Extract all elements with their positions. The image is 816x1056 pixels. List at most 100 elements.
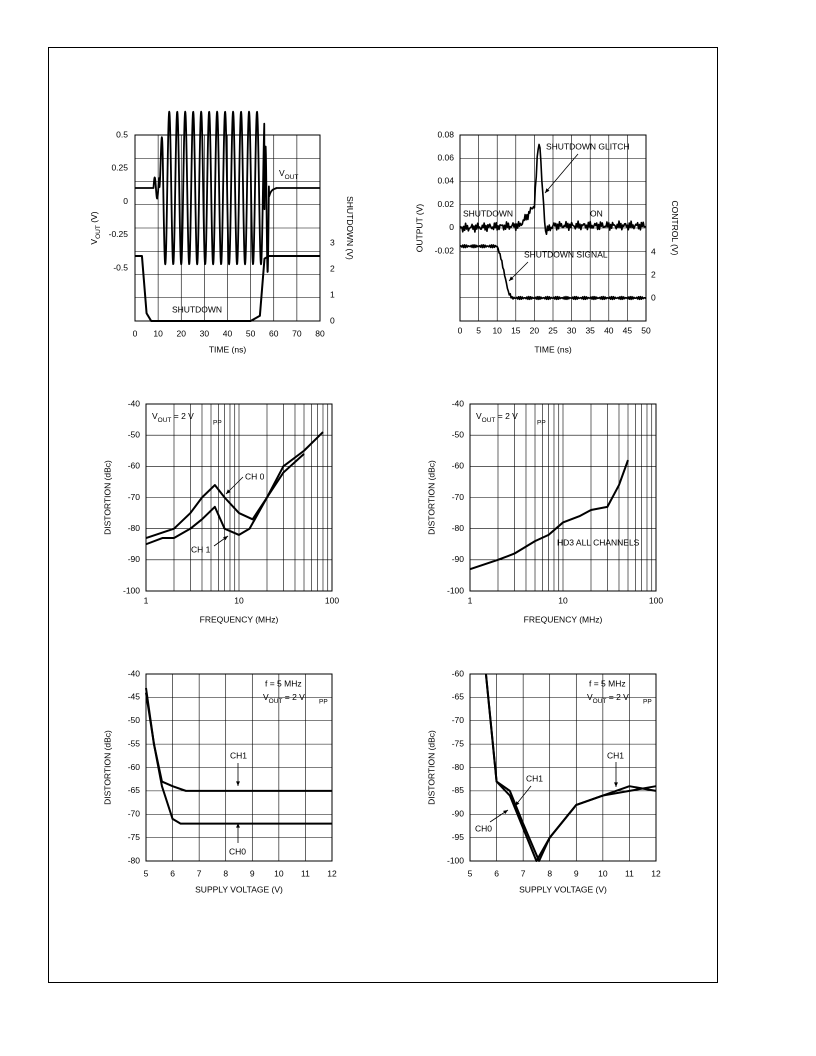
chart2-ytick: 0.06 (437, 152, 454, 162)
page-frame (48, 47, 718, 983)
chart6-series-0 (484, 673, 657, 862)
chart1-y2tick: 0 (330, 315, 335, 325)
chart3-xtick: 10 (234, 595, 244, 605)
chart2-y2tick: 0 (651, 292, 656, 302)
chart6-ytick: -100 (447, 855, 464, 865)
chart6-xtick: 8 (547, 868, 552, 878)
chart5-ytick: -60 (128, 762, 141, 772)
chart1-ytick: 0.25 (111, 163, 128, 173)
chart5-arrow-ch1-head (236, 781, 240, 786)
chart6-ytick: -75 (452, 738, 465, 748)
chart1-y2tick: 1 (330, 289, 335, 299)
chart4-ytick: -90 (452, 554, 465, 564)
chart5-xtick: 12 (327, 868, 337, 878)
chart5-xlabel: SUPPLY VOLTAGE (V) (195, 884, 283, 894)
chart4-xtick: 1 (468, 595, 473, 605)
chart6-ytick: -65 (452, 692, 465, 702)
chart3-ytick: -90 (128, 554, 141, 564)
chart4-ytick: -60 (452, 461, 465, 471)
chart4-xtick: 10 (558, 595, 568, 605)
chart6-ytick: -90 (452, 809, 465, 819)
chart3-ytick: -50 (128, 429, 141, 439)
chart2-y2tick: 4 (651, 246, 656, 256)
chart2-ytick: 0.04 (437, 176, 454, 186)
chart1-y2tick: 2 (330, 263, 335, 273)
chart1-ytick: 0 (123, 196, 128, 206)
chart1-ytick: -0.25 (109, 229, 129, 239)
chart5-annotation-freq: f = 5 MHz (265, 678, 302, 688)
chart2-ytick: -0.02 (435, 245, 455, 255)
chart5-arrow-ch0-head (236, 823, 240, 828)
chart5-annotation-ch0: CH0 (229, 846, 246, 856)
chart6-arrow-ch1-head (614, 782, 618, 787)
chart3-ytick: -40 (128, 398, 141, 408)
chart1-xtick: 40 (223, 328, 233, 338)
chart4-xtick: 100 (649, 595, 663, 605)
chart5-ytick: -45 (128, 692, 141, 702)
chart4-ytick: -80 (452, 523, 465, 533)
chart6-arrow-ch1-b-head (515, 801, 520, 806)
chart2-series-output (459, 143, 647, 236)
chart1-xtick: 30 (200, 328, 210, 338)
chart1-ytick: 0.5 (116, 129, 128, 139)
chart4-ytick: -50 (452, 429, 465, 439)
chart1-annotation-shutdown: SHUTDOWN (172, 304, 222, 314)
chart6-ytick: -85 (452, 785, 465, 795)
chart6-xtick: 9 (574, 868, 579, 878)
chart3-xlabel: FREQUENCY (MHz) (200, 614, 279, 624)
chart3-xtick: 100 (325, 595, 339, 605)
chart5-annotation-ch1: CH1 (230, 750, 247, 760)
chart3-ylabel: DISTORTION (dBc) (102, 460, 112, 535)
chart6-annotation-vpp-sub: PP (643, 699, 652, 706)
chart2-arrow-signal-head (509, 276, 514, 281)
chart2-series-control (459, 244, 647, 301)
chart5-annotation-vpp-sub: PP (319, 699, 328, 706)
chart4-ytick: -70 (452, 492, 465, 502)
chart6-xtick: 7 (521, 868, 526, 878)
chart3-ytick: -100 (123, 585, 140, 595)
chart2-xtick: 25 (548, 325, 558, 335)
chart5-ytick: -70 (128, 809, 141, 819)
chart1-xtick: 20 (177, 328, 187, 338)
chart5-annotation-vout: VOUT = 2 V (263, 692, 305, 704)
chart1-xtick: 0 (133, 328, 138, 338)
chart6-annotation-ch0: CH0 (475, 823, 492, 833)
chart2-ytick: 0.08 (437, 129, 454, 139)
chart4-ytick: -40 (452, 398, 465, 408)
chart5-ytick: -75 (128, 832, 141, 842)
chart2-y2tick: 2 (651, 269, 656, 279)
chart1-xtick: 50 (246, 328, 256, 338)
chart2-xtick: 10 (492, 325, 502, 335)
chart2-xtick: 20 (530, 325, 540, 335)
chart5-series-0 (145, 687, 332, 792)
chart4-annotation-vout: VOUT = 2 V (476, 411, 518, 423)
chart2-ylabel: OUTPUT (V) (414, 204, 424, 253)
chart4-annotation-vpp-sub: PP (537, 420, 546, 427)
chart2-arrow-glitch (544, 153, 579, 194)
chart6-ytick: -70 (452, 715, 465, 725)
chart4-ylabel: DISTORTION (dBc) (426, 460, 436, 535)
chart6-ytick: -95 (452, 832, 465, 842)
chart2-xtick: 40 (604, 325, 614, 335)
chart1-xtick: 10 (153, 328, 163, 338)
chart2-annotation-shutdown: SHUTDOWN (463, 208, 513, 218)
chart1-xtick: 80 (315, 328, 325, 338)
chart5-ytick: -50 (128, 715, 141, 725)
chart1-ylabel: VOUT (V) (89, 211, 101, 244)
chart6-xlabel: SUPPLY VOLTAGE (V) (519, 884, 607, 894)
chart1-y2label: SHUTDOWN (V) (345, 196, 355, 260)
chart5-ytick: -40 (128, 668, 141, 678)
chart2-xlabel: TIME (ns) (534, 344, 571, 354)
chart4-series-0 (469, 459, 629, 571)
chart2-xtick: 45 (623, 325, 633, 335)
chart6-xtick: 10 (598, 868, 608, 878)
chart1-xlabel: TIME (ns) (209, 344, 246, 354)
chart1-series-shutdown (135, 255, 320, 322)
chart3-ytick: -60 (128, 461, 141, 471)
chart2-xtick: 35 (585, 325, 595, 335)
chart6-ytick: -60 (452, 668, 465, 678)
chart2-ytick: 0 (449, 222, 454, 232)
chart1-xtick: 60 (269, 328, 279, 338)
chart5-ytick: -80 (128, 855, 141, 865)
chart1-annotation-vout: VOUT (279, 168, 298, 180)
